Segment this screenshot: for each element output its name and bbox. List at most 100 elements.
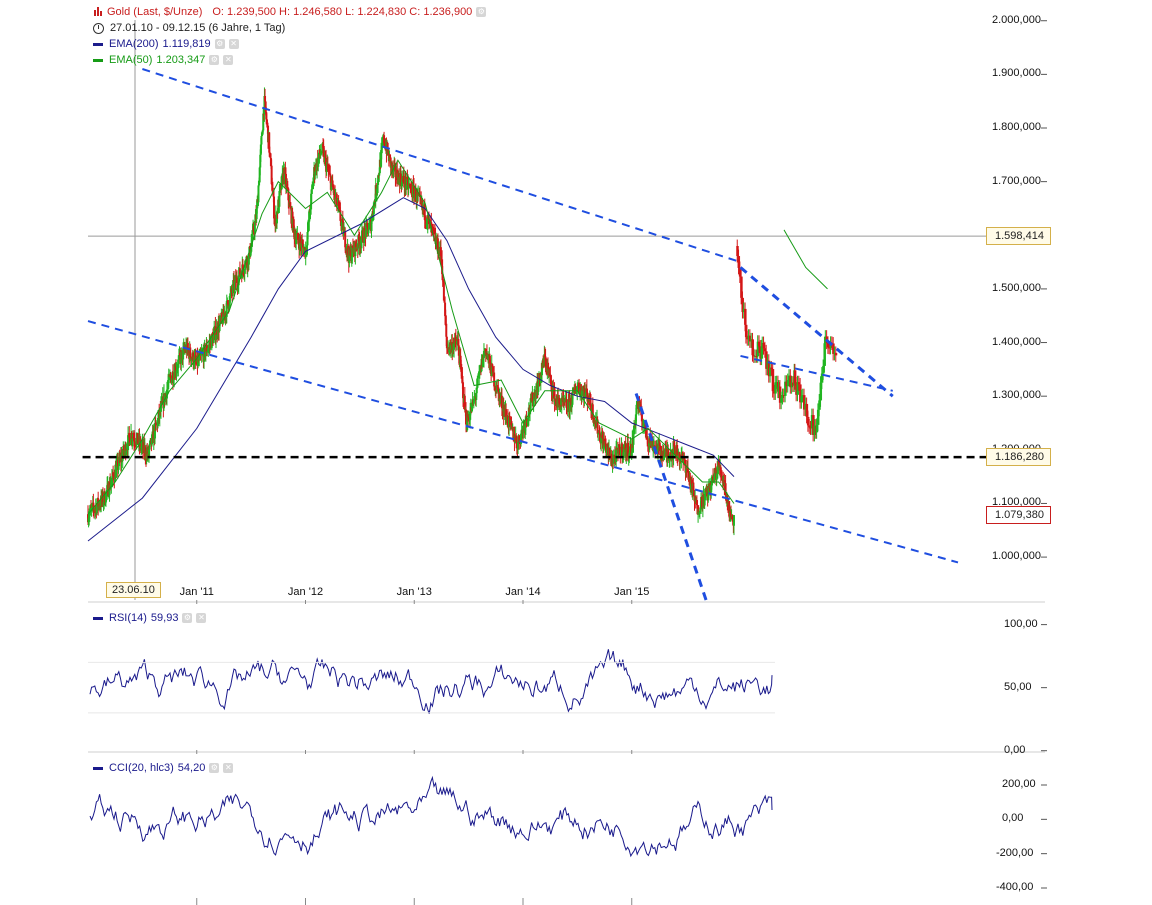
candle-body xyxy=(493,372,496,387)
candle-body xyxy=(140,444,143,447)
candle-body xyxy=(746,337,749,340)
main-price-panel[interactable] xyxy=(82,20,1047,606)
candle-body xyxy=(737,256,741,268)
close-icon[interactable]: ✕ xyxy=(196,613,207,623)
candle-body xyxy=(198,355,201,361)
candle-body xyxy=(752,355,756,357)
candle-body xyxy=(650,437,653,446)
rsi-swatch xyxy=(93,616,103,620)
close-icon[interactable]: ✕ xyxy=(223,763,234,773)
candle-body xyxy=(270,165,273,185)
candle-body xyxy=(751,339,754,356)
candle-body xyxy=(719,467,722,475)
candle-body xyxy=(87,514,89,523)
candle-body xyxy=(310,193,313,210)
candle-body xyxy=(622,452,625,457)
candle-body xyxy=(579,388,582,390)
candle-body xyxy=(731,516,734,519)
candle-body xyxy=(213,329,216,335)
candle-body xyxy=(587,398,590,402)
candle-body xyxy=(301,242,304,244)
candle-body xyxy=(646,439,649,444)
candle-body xyxy=(695,499,698,505)
candle-body xyxy=(92,502,95,508)
candle-body xyxy=(239,274,242,277)
candle-body xyxy=(91,505,94,508)
settings-icon[interactable]: ⚙ xyxy=(209,763,220,773)
candle-body xyxy=(411,184,414,196)
candle-body xyxy=(524,425,527,432)
candle-body xyxy=(520,429,523,434)
candle-body xyxy=(685,467,688,473)
ema50-value: 1.203,347 xyxy=(156,54,206,66)
candle-body xyxy=(366,223,369,228)
candle-body xyxy=(553,387,556,405)
candle-body xyxy=(194,355,197,361)
candle-body xyxy=(547,368,550,374)
candlestick-icon xyxy=(93,7,103,17)
y-tick-label: 2.000,000 xyxy=(992,13,1041,26)
candle-body xyxy=(381,142,384,144)
candle-body xyxy=(801,395,805,397)
candle-body xyxy=(618,446,621,453)
rsi-panel[interactable] xyxy=(88,624,1047,754)
settings-icon[interactable]: ⚙ xyxy=(182,613,193,623)
candle-body xyxy=(646,436,649,440)
candle-body xyxy=(755,355,758,357)
settings-icon[interactable]: ⚙ xyxy=(476,7,487,17)
ema50-swatch xyxy=(93,58,103,62)
candle-body xyxy=(160,401,163,404)
candle-body xyxy=(582,389,585,391)
cci-panel[interactable] xyxy=(89,775,1047,905)
candle-body xyxy=(662,451,665,460)
candle-body xyxy=(189,347,192,357)
candle-body xyxy=(218,322,221,332)
candle-body xyxy=(636,404,639,406)
candle-body xyxy=(732,515,735,526)
candle-body xyxy=(149,440,152,444)
candle-body xyxy=(815,424,819,433)
candle-body xyxy=(714,468,717,474)
candle-body xyxy=(581,390,584,396)
candle-body xyxy=(445,336,448,349)
candle-body xyxy=(137,443,140,445)
candle-body xyxy=(439,247,442,257)
candle-body xyxy=(93,510,96,512)
candle-body xyxy=(453,343,456,350)
candle-body xyxy=(477,375,480,377)
candle-body xyxy=(509,417,512,423)
candle-body xyxy=(508,416,511,418)
candle-body xyxy=(823,343,826,366)
candle-body xyxy=(128,437,131,446)
candle-body xyxy=(103,492,106,504)
candle-body xyxy=(216,326,219,336)
candle-body xyxy=(627,442,630,458)
cci-swatch xyxy=(93,766,103,770)
candle-body xyxy=(716,467,719,474)
candle-body xyxy=(165,389,168,399)
candle-body xyxy=(311,185,314,190)
candle-body xyxy=(672,442,675,459)
candle-body xyxy=(499,393,502,399)
candle-body xyxy=(395,176,398,178)
candle-body xyxy=(436,238,439,254)
close-icon[interactable]: ✕ xyxy=(228,39,239,49)
ema200-label: EMA(200) xyxy=(109,38,159,50)
candle-body xyxy=(222,309,225,317)
candle-body xyxy=(338,205,341,208)
candle-body xyxy=(208,342,211,346)
candle-body xyxy=(456,340,459,345)
candle-body xyxy=(432,227,435,229)
settings-icon[interactable]: ⚙ xyxy=(209,55,220,65)
price-badge: 1.186,280 xyxy=(986,448,1051,467)
candle-body xyxy=(357,235,360,249)
settings-icon[interactable]: ⚙ xyxy=(214,39,225,49)
candle-body xyxy=(442,281,445,301)
candle-body xyxy=(237,275,240,286)
candle-body xyxy=(441,274,444,281)
candle-body xyxy=(127,435,130,451)
close-icon[interactable]: ✕ xyxy=(223,55,234,65)
candle-body xyxy=(575,390,578,394)
candle-body xyxy=(570,397,573,406)
